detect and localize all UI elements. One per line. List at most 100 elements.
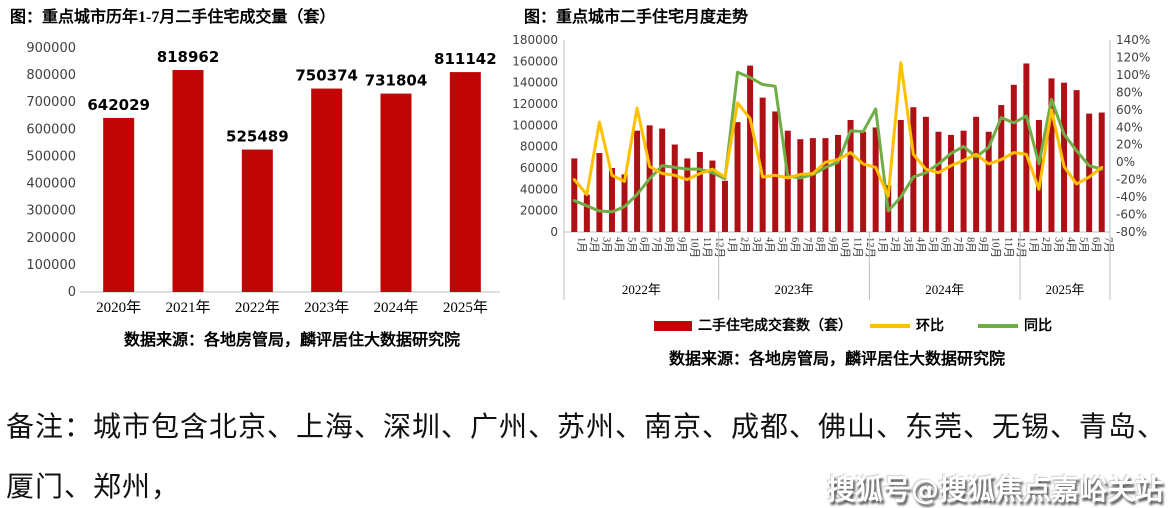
month-tick-label: 2月 — [588, 237, 600, 253]
monthly-bar — [684, 158, 691, 232]
monthly-bar — [973, 116, 980, 232]
month-tick-label: 10月 — [990, 237, 1002, 258]
svg-text:80000: 80000 — [520, 140, 558, 154]
line-同比 — [572, 70, 1104, 214]
month-tick-label: 7月 — [801, 237, 813, 253]
footnote: 备注：城市包含北京、上海、深圳、广州、苏州、南京、成都、佛山、东莞、无锡、青岛、… — [6, 398, 1166, 508]
svg-text:0: 0 — [68, 285, 76, 300]
month-tick-label: 12月 — [1015, 237, 1027, 258]
monthly-trend-combo-chart: 图：重点城市二手住宅月度走势 0 20000 40000 60000 80000 10000… — [512, 0, 1171, 386]
month-tick-label: 7月 — [651, 237, 663, 253]
monthly-bar — [860, 131, 867, 232]
legend-mom-label: 环比 — [916, 317, 944, 334]
monthly-bar — [709, 160, 716, 232]
month-tick-label: 8月 — [814, 237, 826, 253]
month-tick-label: 5月 — [1078, 237, 1090, 253]
svg-text:-40%: -40% — [1116, 190, 1147, 204]
year-group-label: 2024年 — [925, 282, 964, 297]
bar-2023年 — [311, 88, 343, 292]
monthly-bar — [948, 134, 955, 232]
month-tick-label: 3月 — [902, 237, 914, 253]
watermark: 搜狐号@搜狐焦点嘉峪关站 — [826, 473, 1163, 506]
svg-text:60%: 60% — [1116, 103, 1143, 117]
svg-text:-80%: -80% — [1116, 225, 1147, 239]
monthly-bar — [671, 144, 678, 232]
svg-text:40000: 40000 — [520, 182, 558, 196]
month-tick-label: 11月 — [701, 237, 713, 258]
monthly-bar — [1073, 90, 1080, 232]
svg-text:180000: 180000 — [512, 33, 558, 47]
monthly-bar — [847, 120, 854, 232]
monthly-bar — [1010, 84, 1017, 232]
right-chart-source: 数据来源：各地房管局，麟评居住大数据研究院 — [669, 349, 1005, 368]
month-tick-label: 4月 — [613, 237, 625, 253]
svg-text:200000: 200000 — [26, 231, 76, 246]
monthly-bar — [985, 131, 992, 232]
right-chart-svg: 图：重点城市二手住宅月度走势 0 20000 40000 60000 80000 10000… — [512, 7, 1150, 368]
left-chart-source: 数据来源：各地房管局，麟评居住大数据研究院 — [124, 330, 460, 349]
annual-sales-bar-chart: 图：重点城市历年1-7月二手住宅成交量（套） 0 100000 200000 30000… — [6, 0, 506, 372]
svg-text:120000: 120000 — [512, 97, 558, 111]
x-tick-label: 2025年 — [443, 299, 488, 316]
monthly-bar — [1098, 112, 1105, 232]
monthly-bar — [696, 152, 703, 232]
svg-text:140%: 140% — [1116, 33, 1150, 47]
svg-text:-60%: -60% — [1116, 208, 1147, 222]
month-tick-label: 4月 — [1065, 237, 1077, 253]
month-tick-label: 5月 — [776, 237, 788, 253]
monthly-bar — [897, 120, 904, 232]
bar-value-label: 811142 — [434, 50, 497, 68]
monthly-bar — [935, 131, 942, 232]
monthly-bar — [659, 128, 666, 232]
year-group-label: 2023年 — [775, 282, 814, 297]
monthly-bar — [583, 194, 590, 232]
month-tick-label: 6月 — [638, 237, 650, 253]
monthly-bar — [1086, 113, 1093, 232]
monthly-bar — [822, 138, 829, 232]
bar-2024年 — [380, 93, 412, 292]
month-tick-label: 8月 — [663, 237, 675, 253]
monthly-bar — [747, 65, 754, 232]
x-tick-label: 2020年 — [96, 299, 141, 316]
month-tick-label: 11月 — [852, 237, 864, 258]
svg-text:160000: 160000 — [512, 54, 558, 68]
svg-text:500000: 500000 — [26, 149, 76, 164]
month-tick-label: 2月 — [889, 237, 901, 253]
bar-2025年 — [449, 72, 481, 292]
monthly-bar — [596, 153, 603, 232]
x-tick-label: 2021年 — [165, 299, 210, 316]
monthly-bar — [759, 97, 766, 232]
monthly-bar — [1061, 82, 1068, 233]
month-tick-label: 4月 — [764, 237, 776, 253]
bar-value-label: 818962 — [157, 48, 220, 66]
x-tick-label: 2023年 — [304, 299, 349, 316]
monthly-bar — [621, 174, 628, 232]
month-tick-label: 6月 — [1090, 237, 1102, 253]
bar-2021年 — [172, 69, 204, 292]
month-tick-label: 3月 — [1052, 237, 1064, 253]
monthly-bar — [922, 116, 929, 232]
svg-text:140000: 140000 — [512, 76, 558, 90]
monthly-bar — [960, 130, 967, 232]
monthly-bar — [1035, 120, 1042, 232]
bar-2022年 — [241, 149, 273, 292]
month-tick-label: 10月 — [839, 237, 851, 258]
monthly-bar — [734, 122, 741, 232]
month-tick-label: 3月 — [751, 237, 763, 253]
monthly-bar — [721, 180, 728, 232]
svg-text:100%: 100% — [1116, 68, 1150, 82]
month-tick-label: 12月 — [864, 237, 876, 258]
svg-text:0%: 0% — [1116, 155, 1135, 169]
legend-bar-swatch — [654, 321, 692, 331]
monthly-bar — [797, 139, 804, 232]
right-chart-title: 图：重点城市二手住宅月度走势 — [524, 7, 748, 26]
svg-text:300000: 300000 — [26, 204, 76, 219]
month-tick-label: 1月 — [726, 237, 738, 253]
svg-text:0: 0 — [550, 225, 558, 239]
svg-text:700000: 700000 — [26, 95, 76, 110]
bar-value-label: 525489 — [226, 128, 289, 146]
month-tick-label: 11月 — [1002, 237, 1014, 258]
svg-text:40%: 40% — [1116, 120, 1143, 134]
month-tick-label: 2月 — [739, 237, 751, 253]
svg-text:-20%: -20% — [1116, 173, 1147, 187]
